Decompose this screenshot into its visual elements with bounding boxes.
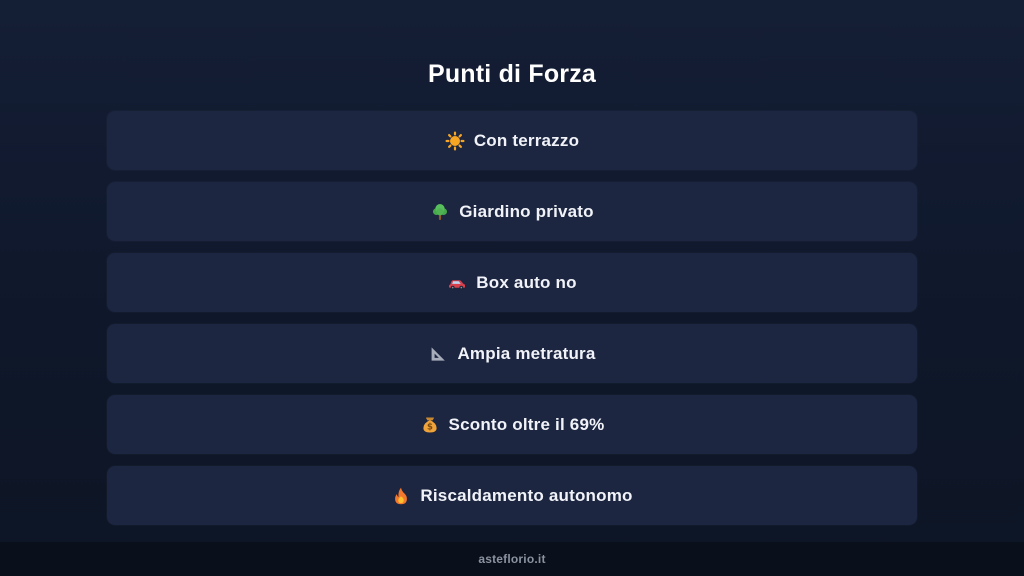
strength-item-label: Ampia metratura <box>457 343 596 363</box>
strength-item-label: Sconto oltre il 69% <box>448 414 605 434</box>
strength-item-sconto: $ Sconto oltre il 69% <box>107 395 917 454</box>
strengths-list: Con terrazzo Giardino privato <box>107 111 917 525</box>
triangular-ruler-icon <box>428 344 448 364</box>
footer-site-label: asteflorio.it <box>478 552 546 566</box>
car-icon <box>447 273 467 293</box>
sun-icon <box>445 131 465 151</box>
strength-item-label: Riscaldamento autonomo <box>420 485 633 505</box>
strength-item-label: Box auto no <box>476 272 577 292</box>
tree-icon <box>430 202 450 222</box>
strength-item-label: Giardino privato <box>459 201 594 221</box>
strength-item-terrazzo: Con terrazzo <box>107 111 917 170</box>
strength-item-riscaldamento: Riscaldamento autonomo <box>107 466 917 525</box>
strength-item-metratura: Ampia metratura <box>107 324 917 383</box>
fire-icon <box>391 486 411 506</box>
footer-bar: asteflorio.it <box>0 542 1024 576</box>
money-bag-icon: $ <box>420 415 440 435</box>
strength-item-giardino: Giardino privato <box>107 182 917 241</box>
strength-item-box-auto: Box auto no <box>107 253 917 312</box>
strength-item-label: Con terrazzo <box>473 130 580 150</box>
svg-text:$: $ <box>427 422 433 432</box>
page-title: Punti di Forza <box>427 60 597 88</box>
